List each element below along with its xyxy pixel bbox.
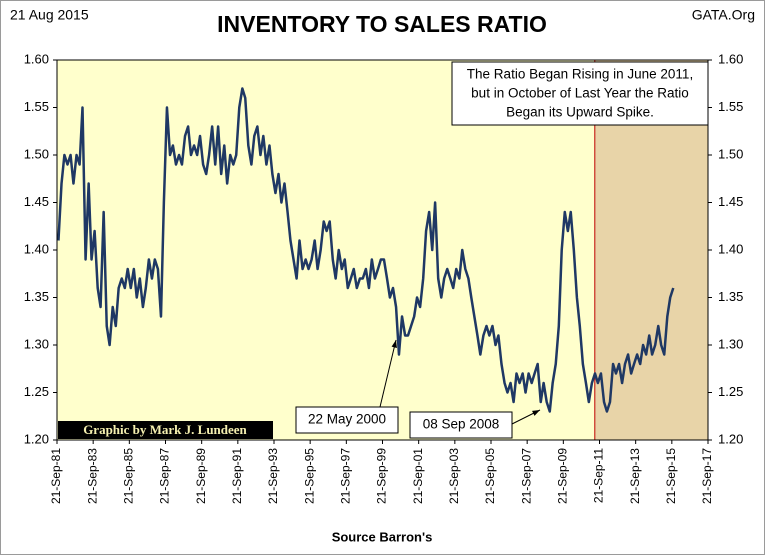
x-tick-label: 21-Sep-09 <box>556 448 570 504</box>
y-tick-label: 1.45 <box>24 194 49 209</box>
y2-tick-label: 1.40 <box>718 241 743 256</box>
annotation-arrow <box>379 339 397 408</box>
x-tick-label: 21-Sep-13 <box>628 448 642 504</box>
x-tick-label: 21-Sep-81 <box>49 448 63 504</box>
y-tick-label: 1.60 <box>24 51 49 66</box>
y2-tick-label: 1.55 <box>718 99 743 114</box>
callout-text: but in October of Last Year the Ratio <box>471 86 689 101</box>
y-tick-label: 1.35 <box>24 289 49 304</box>
callout-box <box>451 61 709 126</box>
y-tick-label: 1.25 <box>24 384 49 399</box>
x-tick-label: 21-Sep-89 <box>194 448 208 504</box>
annotation-box <box>295 406 399 434</box>
y2-tick-label: 1.20 <box>718 431 743 446</box>
x-tick-label: 21-Sep-05 <box>483 448 497 504</box>
y-tick-label: 1.40 <box>24 241 49 256</box>
chart-title: INVENTORY TO SALES RATIO <box>217 11 547 37</box>
y2-tick-label: 1.50 <box>718 146 743 161</box>
x-tick-label: 21-Sep-03 <box>447 448 461 504</box>
x-tick-label: 21-Sep-91 <box>230 448 244 504</box>
y-tick-label: 1.30 <box>24 336 49 351</box>
y2-tick-label: 1.60 <box>718 51 743 66</box>
y2-tick-label: 1.25 <box>718 384 743 399</box>
series-line <box>57 87 675 413</box>
x-axis-label: Source Barron's <box>332 529 433 544</box>
credit-box <box>58 421 273 439</box>
x-tick-label: 21-Sep-83 <box>85 448 99 504</box>
plot-frame <box>56 59 709 441</box>
y2-tick-label: 1.35 <box>718 289 743 304</box>
x-tick-label: 21-Sep-17 <box>700 448 714 504</box>
x-tick-label: 21-Sep-11 <box>592 448 606 503</box>
x-tick-label: 21-Sep-07 <box>519 448 533 504</box>
y-tick-label: 1.55 <box>24 99 49 114</box>
y-tick-label: 1.50 <box>24 146 49 161</box>
x-tick-label: 21-Sep-93 <box>266 448 280 504</box>
y2-tick-label: 1.30 <box>718 336 743 351</box>
site: GATA.Org <box>692 7 755 23</box>
annotation-text: 08 Sep 2008 <box>423 417 500 432</box>
x-tick-label: 21-Sep-01 <box>411 448 425 504</box>
annotation-arrowhead <box>532 410 540 416</box>
x-tick-label: 21-Sep-95 <box>302 448 316 504</box>
credit: Graphic by Mark J. Lundeen <box>83 422 247 437</box>
callout-text: The Ratio Began Rising in June 2011, <box>467 67 693 82</box>
y2-tick-label: 1.45 <box>718 194 743 209</box>
x-tick-label: 21-Sep-97 <box>339 448 353 504</box>
x-tick-label: 21-Sep-87 <box>158 448 172 504</box>
annotation-text: 22 May 2000 <box>308 412 386 427</box>
callout-text: Began its Upward Spike. <box>506 105 654 120</box>
date: 21 Aug 2015 <box>10 7 89 23</box>
annotation-arrowhead <box>391 340 397 348</box>
x-tick-label: 21-Sep-85 <box>122 448 136 504</box>
x-tick-label: 21-Sep-99 <box>375 448 389 504</box>
annotation-box <box>409 411 513 439</box>
x-tick-label: 21-Sep-15 <box>664 448 678 504</box>
y-tick-label: 1.20 <box>24 431 49 446</box>
